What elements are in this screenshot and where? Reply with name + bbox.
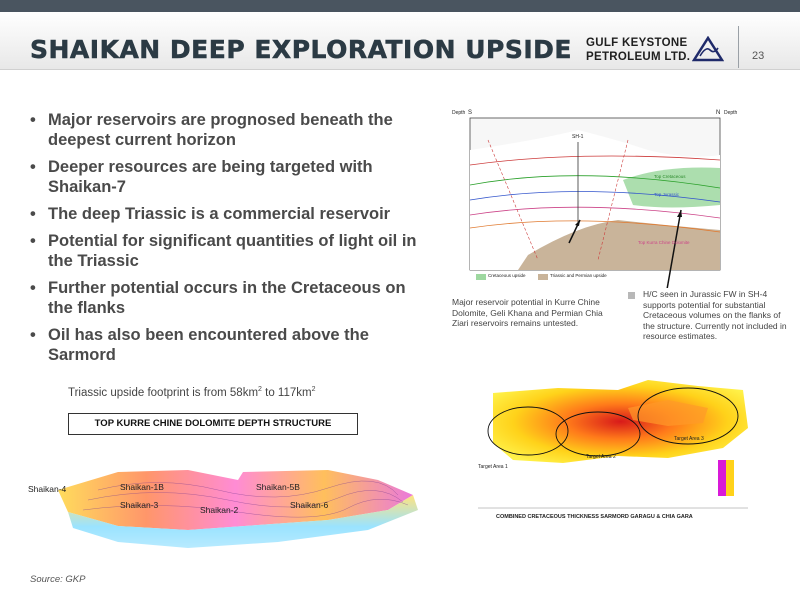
- legend-label: Triassic and Permian upside: [550, 273, 607, 278]
- bullet-item: The deep Triassic is a commercial reserv…: [30, 204, 430, 224]
- annotation-marker: [628, 292, 635, 299]
- bullet-list: Major reservoirs are prognosed beneath t…: [30, 110, 430, 372]
- thickness-map-title: COMBINED CRETACEOUS THICKNESS SARMORD GA…: [496, 514, 693, 520]
- depth-axis-label: Depth: [452, 110, 466, 116]
- keystone-logo-icon: [692, 36, 724, 62]
- thickness-map-image: [468, 368, 758, 523]
- header-divider: [738, 26, 739, 68]
- bullet-item: Further potential occurs in the Cretaceo…: [30, 278, 430, 318]
- well-label: SH-1: [572, 134, 584, 140]
- well-label: Shaikan-5B: [256, 482, 300, 492]
- cross-section-image: [448, 110, 742, 296]
- bullet-item: Deeper resources are being targeted with…: [30, 157, 430, 197]
- bullet-item: Oil has also been encountered above the …: [30, 325, 430, 365]
- horizon-label: Top Kurra Chine Dolomite: [638, 240, 690, 245]
- logo-line-2: PETROLEUM LTD.: [586, 51, 691, 63]
- geological-cross-section: Depth Depth S N SH-1 Top Cretaceous Top …: [448, 110, 742, 296]
- horizon-label: Top Cretaceous: [654, 174, 686, 179]
- bullet-item: Potential for significant quantities of …: [30, 231, 430, 271]
- target-area-label: Target Area 2: [586, 454, 616, 460]
- horizon-label: Top Jurassic: [654, 192, 680, 197]
- bullet-item: Major reservoirs are prognosed beneath t…: [30, 110, 430, 150]
- reservoir-annotation: Major reservoir potential in Kurre Chine…: [452, 297, 603, 328]
- depth-structure-map: Shaikan-4 Shaikan-1B Shaikan-3 Shaikan-2…: [28, 450, 428, 570]
- thickness-map: Target Area 1 Target Area 2 Target Area …: [468, 368, 758, 523]
- footprint-caption: Triassic upside footprint is from 58km2 …: [68, 386, 316, 399]
- hc-annotation: H/C seen in Jurassic FW in SH-4 supports…: [643, 289, 787, 341]
- target-area-label: Target Area 1: [478, 464, 508, 470]
- well-label: Shaikan-2: [200, 505, 239, 515]
- direction-label: N: [716, 110, 721, 116]
- slide-header: SHAIKAN DEEP EXPLORATION UPSIDE GULF KEY…: [0, 12, 800, 70]
- target-area-label: Target Area 3: [674, 436, 704, 442]
- well-label: Shaikan-3: [120, 500, 159, 510]
- depth-structure-title: TOP KURRE CHINE DOLOMITE DEPTH STRUCTURE: [68, 413, 358, 435]
- depth-map-image: [58, 470, 418, 548]
- slide-title: SHAIKAN DEEP EXPLORATION UPSIDE: [30, 35, 572, 65]
- well-label: Shaikan-4: [28, 484, 67, 494]
- direction-label: S: [468, 110, 473, 116]
- legend-label: Cretaceous upside: [488, 273, 526, 278]
- top-bar: [0, 0, 800, 12]
- company-logo: GULF KEYSTONE PETROLEUM LTD.: [586, 34, 736, 64]
- well-label: Shaikan-1B: [120, 482, 164, 492]
- logo-line-1: GULF KEYSTONE: [586, 37, 688, 49]
- page-number: 23: [752, 50, 765, 62]
- source-note: Source: GKP: [30, 574, 86, 585]
- well-label: Shaikan-6: [290, 500, 329, 510]
- depth-axis-label: Depth: [724, 110, 738, 116]
